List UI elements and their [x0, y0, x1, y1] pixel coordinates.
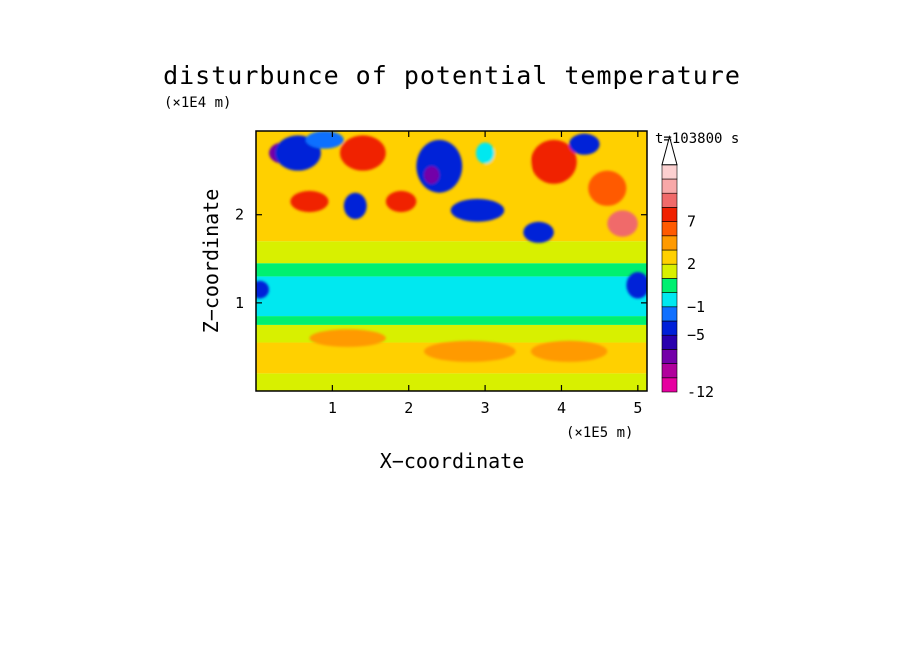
field-anomaly-20	[309, 329, 386, 347]
field-anomaly-17	[626, 272, 647, 299]
field-anomaly-8	[424, 166, 440, 184]
colorbar-swatch	[661, 207, 678, 222]
colorbar-tick-label: −5	[687, 326, 705, 344]
colorbar-swatch	[661, 235, 678, 251]
colorbar-swatch	[661, 349, 678, 364]
colorbar: -12 −5 −1 2 7	[661, 134, 714, 401]
field-anomaly-16	[607, 210, 638, 237]
colorbar-swatch	[661, 178, 678, 194]
field-anomalies	[256, 131, 647, 362]
y-axis-label: Z−coordinate	[199, 189, 223, 334]
field-anomaly-6	[385, 190, 417, 213]
field-anomaly-4	[340, 135, 386, 171]
colorbar-swatch	[661, 192, 678, 208]
colorbar-tick-label: −1	[687, 298, 705, 316]
colorbar-swatch	[661, 164, 678, 180]
colorbar-swatch	[661, 263, 678, 279]
field-anomaly-15	[588, 170, 627, 206]
colorbar-swatch	[661, 320, 678, 336]
colorbar-swatch	[661, 363, 678, 379]
x-unit-label: (×1E5 m)	[566, 425, 633, 441]
x-tick-label: 3	[481, 399, 490, 417]
y-axis-ticks: 12	[235, 206, 647, 312]
plot-frame	[255, 130, 648, 392]
field-anomaly-11	[475, 142, 495, 164]
field-anomaly-14	[569, 133, 600, 155]
field-anomaly-5	[343, 192, 367, 220]
field-band-4	[256, 276, 647, 317]
colorbar-swatch	[661, 377, 678, 393]
chart-title: disturbunce of potential temperature	[163, 61, 741, 90]
field-anomaly-7	[416, 139, 463, 193]
field-anomaly-10	[485, 144, 531, 189]
time-label: t=103800 s	[655, 131, 739, 147]
field-anomaly-2	[305, 131, 344, 149]
field-anomaly-3	[290, 190, 329, 213]
x-axis-ticks: 1 2 3 4 5	[328, 131, 642, 417]
field-bands	[256, 131, 647, 391]
colorbar-swatch	[661, 292, 678, 308]
x-tick-label: 4	[557, 399, 566, 417]
field-band-6	[256, 241, 647, 264]
y-tick-label: 1	[235, 294, 244, 312]
field-anomaly-13	[523, 221, 554, 243]
colorbar-swatch	[661, 306, 678, 322]
colorbar-swatch	[661, 221, 678, 237]
colorbar-swatch	[661, 334, 678, 350]
colorbar-tick-label: -12	[687, 383, 714, 401]
x-tick-label: 1	[328, 399, 337, 417]
field-band-5	[256, 263, 647, 277]
plot-area	[256, 131, 647, 391]
x-tick-label: 5	[633, 399, 642, 417]
colorbar-extend-arrow	[661, 134, 678, 166]
x-axis-label: X−coordinate	[380, 449, 525, 473]
field-anomaly-19	[424, 340, 516, 362]
field-band-0	[256, 373, 647, 391]
colorbar-tick-label: 2	[687, 255, 696, 273]
x-tick-label: 2	[404, 399, 413, 417]
y-tick-label: 2	[235, 206, 244, 224]
field-anomaly-9	[450, 198, 505, 222]
colorbar-tick-label: 7	[687, 213, 696, 231]
y-unit-label: (×1E4 m)	[164, 95, 231, 111]
colorbar-swatch	[661, 278, 678, 293]
colorbar-swatch	[661, 249, 678, 265]
field-band-3	[256, 316, 647, 325]
field-anomaly-12	[530, 139, 577, 184]
field-anomaly-18	[256, 280, 269, 299]
field-anomaly-21	[530, 340, 608, 362]
